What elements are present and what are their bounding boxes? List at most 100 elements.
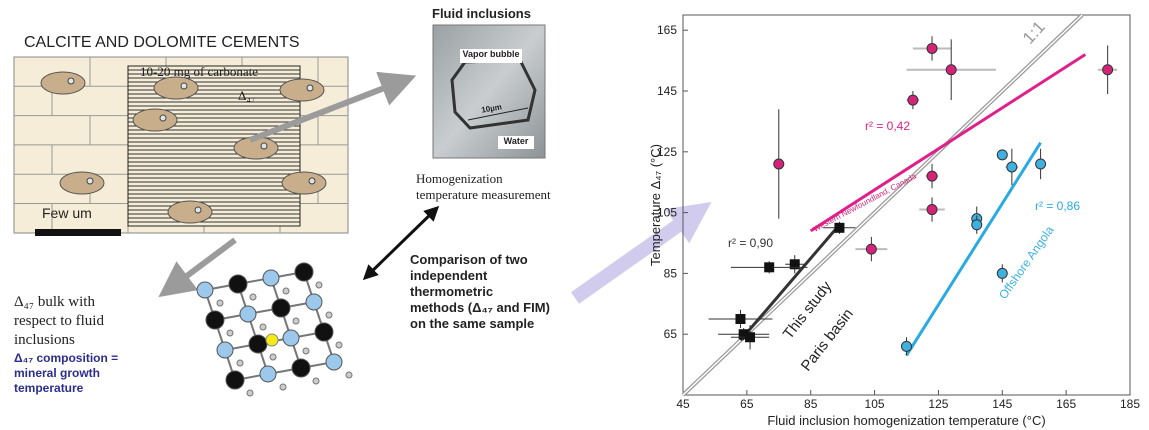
photo-title: Fluid inclusions (432, 6, 531, 21)
photo-caption: temperature measurement (416, 187, 551, 202)
point (866, 244, 876, 254)
inclusion (181, 83, 187, 89)
crystal-lattice (197, 263, 352, 396)
atom (226, 371, 244, 389)
arrow (575, 210, 700, 298)
atom (249, 335, 267, 353)
point (1036, 159, 1046, 169)
fit-label: r² = 0,42 (865, 119, 910, 133)
inclusion (261, 143, 267, 149)
diagram-title: CALCITE AND DOLOMITE CEMENTS (24, 34, 300, 51)
comparison-text: methods (Δ₄₇ and FIM) (410, 300, 550, 315)
grain (133, 109, 177, 131)
point (774, 159, 784, 169)
x-tick-label: 185 (1120, 397, 1140, 411)
atom (217, 300, 223, 306)
scale-label: Few um (42, 205, 92, 221)
x-tick-label: 65 (740, 397, 754, 411)
atom (197, 282, 213, 298)
x-axis-title: Fluid inclusion homogenization temperatu… (767, 413, 1045, 428)
atom (250, 294, 256, 300)
comparison-block: Comparison of two independent thermometr… (410, 252, 550, 331)
atom (326, 354, 342, 370)
point (972, 220, 982, 230)
photo-caption: Homogenization (416, 171, 503, 186)
figure: CALCITE AND DOLOMITE CEMENTS 10-20 mg of… (0, 0, 1149, 430)
y-tick-label: 145 (657, 84, 677, 98)
atom (306, 294, 322, 310)
fit-line (907, 143, 1041, 356)
y-tick-label: 85 (664, 266, 678, 280)
series-label: Offshore Angola (996, 223, 1057, 302)
atom (295, 263, 313, 281)
comparison-text: thermometric (410, 284, 493, 299)
point (735, 314, 745, 324)
atom (260, 366, 276, 382)
atom (229, 275, 247, 293)
atom (206, 311, 224, 329)
point (927, 171, 937, 181)
y-axis-title: Temperature Δ₄₇ (°C) (648, 144, 663, 266)
comparison-text: Comparison of two (410, 252, 528, 267)
point (927, 205, 937, 215)
atom (280, 384, 286, 390)
grain (280, 79, 324, 101)
atom (260, 324, 266, 330)
atom (237, 360, 243, 366)
atom (240, 306, 256, 322)
fit-label: r² = 0,86 (1035, 199, 1080, 213)
atom (292, 359, 310, 377)
atom (336, 342, 342, 348)
inclusion (160, 115, 166, 121)
x-tick-label: 125 (928, 397, 948, 411)
atom (217, 342, 233, 358)
inclusion (195, 207, 201, 213)
point (902, 341, 912, 351)
atom (315, 323, 333, 341)
atom (303, 348, 309, 354)
x-tick-label: 85 (804, 397, 818, 411)
inclusion (68, 78, 74, 84)
x-tick-label: 165 (1056, 397, 1076, 411)
inclusion (87, 178, 93, 184)
atom (272, 299, 290, 317)
composition-text: Δ₄₇ composition = (14, 351, 118, 365)
sample-symbol: Δ₄₇ (238, 88, 255, 103)
bulk-text: Δ₄₇ bulk with (14, 294, 95, 310)
grain (41, 72, 85, 94)
fit-label: r² = 0,90 (728, 236, 773, 250)
atom (293, 318, 299, 324)
composition-text: mineral growth (14, 366, 100, 380)
grain (168, 201, 212, 223)
grain (282, 172, 326, 194)
bulk-text: respect to fluid (14, 313, 104, 329)
point (745, 332, 755, 342)
comparison-text: on the same sample (410, 316, 534, 331)
inclusion (309, 178, 315, 184)
composition-text: temperature (14, 381, 84, 395)
reference-label: 1:1 (1019, 17, 1049, 47)
grain (60, 172, 104, 194)
point (1103, 65, 1113, 75)
grain (154, 77, 198, 99)
inclusion (307, 85, 313, 91)
atom (283, 330, 299, 346)
x-tick-label: 105 (865, 397, 885, 411)
atom (346, 372, 352, 378)
photo-label: Vapor bubble (462, 49, 519, 59)
point (1007, 162, 1017, 172)
atom (247, 390, 253, 396)
comparison-text: independent (410, 268, 488, 283)
atom (313, 378, 319, 384)
point (946, 65, 956, 75)
bulk-text: inclusions (14, 332, 75, 348)
point (997, 150, 1007, 160)
photo-label: Water (504, 136, 529, 146)
x-tick-label: 45 (676, 397, 690, 411)
atom (263, 270, 279, 286)
atom (316, 282, 322, 288)
y-tick-label: 65 (664, 327, 678, 341)
atom (266, 334, 278, 346)
point (997, 268, 1007, 278)
